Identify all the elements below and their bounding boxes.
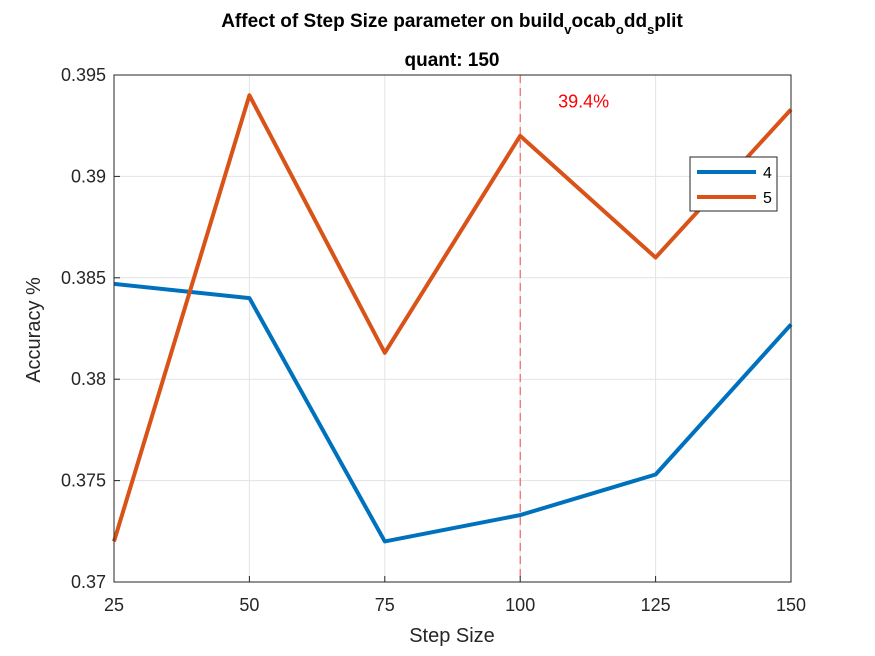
- chart-subtitle: quant: 150: [404, 50, 499, 71]
- legend-label-4: 4: [763, 165, 772, 182]
- x-tick-label: 25: [104, 595, 124, 615]
- y-tick-label: 0.385: [61, 268, 106, 288]
- x-tick-label: 75: [375, 595, 395, 615]
- x-tick-label: 50: [239, 595, 259, 615]
- series-line-5: [112, 93, 793, 543]
- y-tick-label: 0.375: [61, 471, 106, 491]
- max-annotation: 39.4%: [558, 91, 609, 111]
- x-axis-label: Step Size: [409, 625, 495, 647]
- x-tick-label: 100: [505, 595, 535, 615]
- series-layer: [112, 93, 793, 544]
- y-tick-label: 0.37: [71, 572, 106, 592]
- grid: [113, 74, 792, 583]
- y-axis-label: Accuracy %: [23, 277, 45, 383]
- y-tick-labels: 0.37 0.375 0.38 0.385 0.39 0.395: [61, 65, 120, 592]
- y-tick-label: 0.38: [71, 369, 106, 389]
- legend-box: [689, 156, 778, 212]
- chart-title: Affect of Step Size parameter on buildvo…: [221, 11, 683, 37]
- axes-box: [113, 74, 792, 583]
- legend-label-5: 5: [763, 190, 772, 207]
- plot-area: [114, 75, 791, 582]
- x-tick-labels: 25 50 75 100 125 150: [104, 576, 806, 615]
- y-tick-label: 0.395: [61, 65, 106, 85]
- y-tick-label: 0.39: [71, 166, 106, 186]
- x-tick-label: 150: [776, 595, 806, 615]
- series-line-4: [113, 281, 793, 544]
- legend: 4 5: [689, 156, 778, 212]
- x-tick-label: 125: [641, 595, 671, 615]
